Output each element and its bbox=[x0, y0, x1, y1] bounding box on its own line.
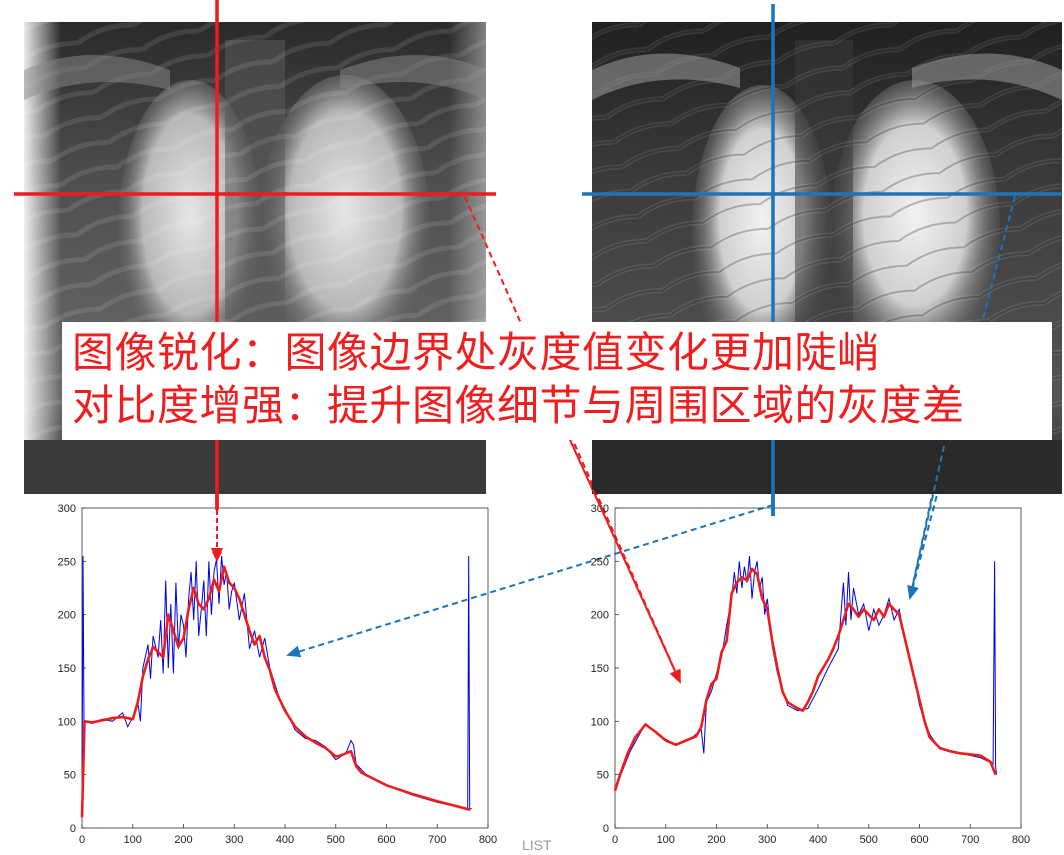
y-tick-label: 100 bbox=[58, 716, 76, 728]
y-tick-label: 100 bbox=[591, 716, 609, 728]
y-tick-label: 150 bbox=[58, 663, 76, 675]
x-tick-label: 800 bbox=[479, 834, 497, 846]
y-tick-label: 200 bbox=[58, 610, 76, 622]
y-tick-label: 50 bbox=[597, 770, 609, 782]
x-tick-label: 800 bbox=[1012, 834, 1030, 846]
smoothed-profile-line bbox=[80, 565, 471, 818]
x-tick-label: 300 bbox=[225, 834, 243, 846]
x-tick-label: 400 bbox=[809, 834, 827, 846]
x-tick-label: 300 bbox=[758, 834, 776, 846]
y-tick-label: 0 bbox=[70, 823, 76, 835]
y-tick-label: 250 bbox=[58, 556, 76, 568]
y-tick-label: 50 bbox=[64, 770, 76, 782]
x-tick-label: 500 bbox=[327, 834, 345, 846]
x-tick-label: 0 bbox=[612, 834, 618, 846]
x-tick-label: 600 bbox=[910, 834, 928, 846]
x-tick-label: 0 bbox=[79, 834, 85, 846]
x-tick-label: 700 bbox=[961, 834, 979, 846]
y-tick-label: 250 bbox=[591, 556, 609, 568]
raw-profile-line bbox=[614, 555, 998, 788]
x-tick-label: 200 bbox=[174, 834, 192, 846]
x-tick-label: 100 bbox=[657, 834, 675, 846]
y-tick-label: 0 bbox=[603, 823, 609, 835]
y-tick-label: 200 bbox=[591, 610, 609, 622]
plot-frame bbox=[614, 507, 1022, 829]
caption-box bbox=[62, 322, 1052, 440]
y-tick-label: 300 bbox=[591, 503, 609, 515]
x-tick-label: 400 bbox=[276, 834, 294, 846]
original-intensity-chart: 0 50 100 150 200 250 300 0 100 200 300 400 500 600 700… bbox=[58, 503, 498, 846]
x-tick-label: 700 bbox=[428, 834, 446, 846]
raw-profile-line bbox=[81, 555, 472, 810]
y-tick-label: 300 bbox=[58, 503, 76, 515]
x-tick-label: 200 bbox=[707, 834, 725, 846]
x-tick-label: 600 bbox=[377, 834, 395, 846]
caption-sharpening: 图像锐化：图像边界处灰度值变化更加陡峭 bbox=[72, 328, 880, 377]
x-tick-label: 500 bbox=[860, 834, 878, 846]
watermark-text: LIST bbox=[522, 837, 552, 853]
smoothed-profile-line bbox=[613, 567, 997, 792]
x-tick-label: 100 bbox=[124, 834, 142, 846]
y-tick-label: 150 bbox=[591, 663, 609, 675]
caption-contrast: 对比度增强：提升图像细节与周围区域的灰度差 bbox=[72, 381, 965, 430]
blue-arrow-to-left-chart bbox=[286, 504, 774, 658]
enhanced-intensity-chart: 0 50 100 150 200 250 300 0 100 200 300 400 500 600 700… bbox=[591, 503, 1031, 846]
